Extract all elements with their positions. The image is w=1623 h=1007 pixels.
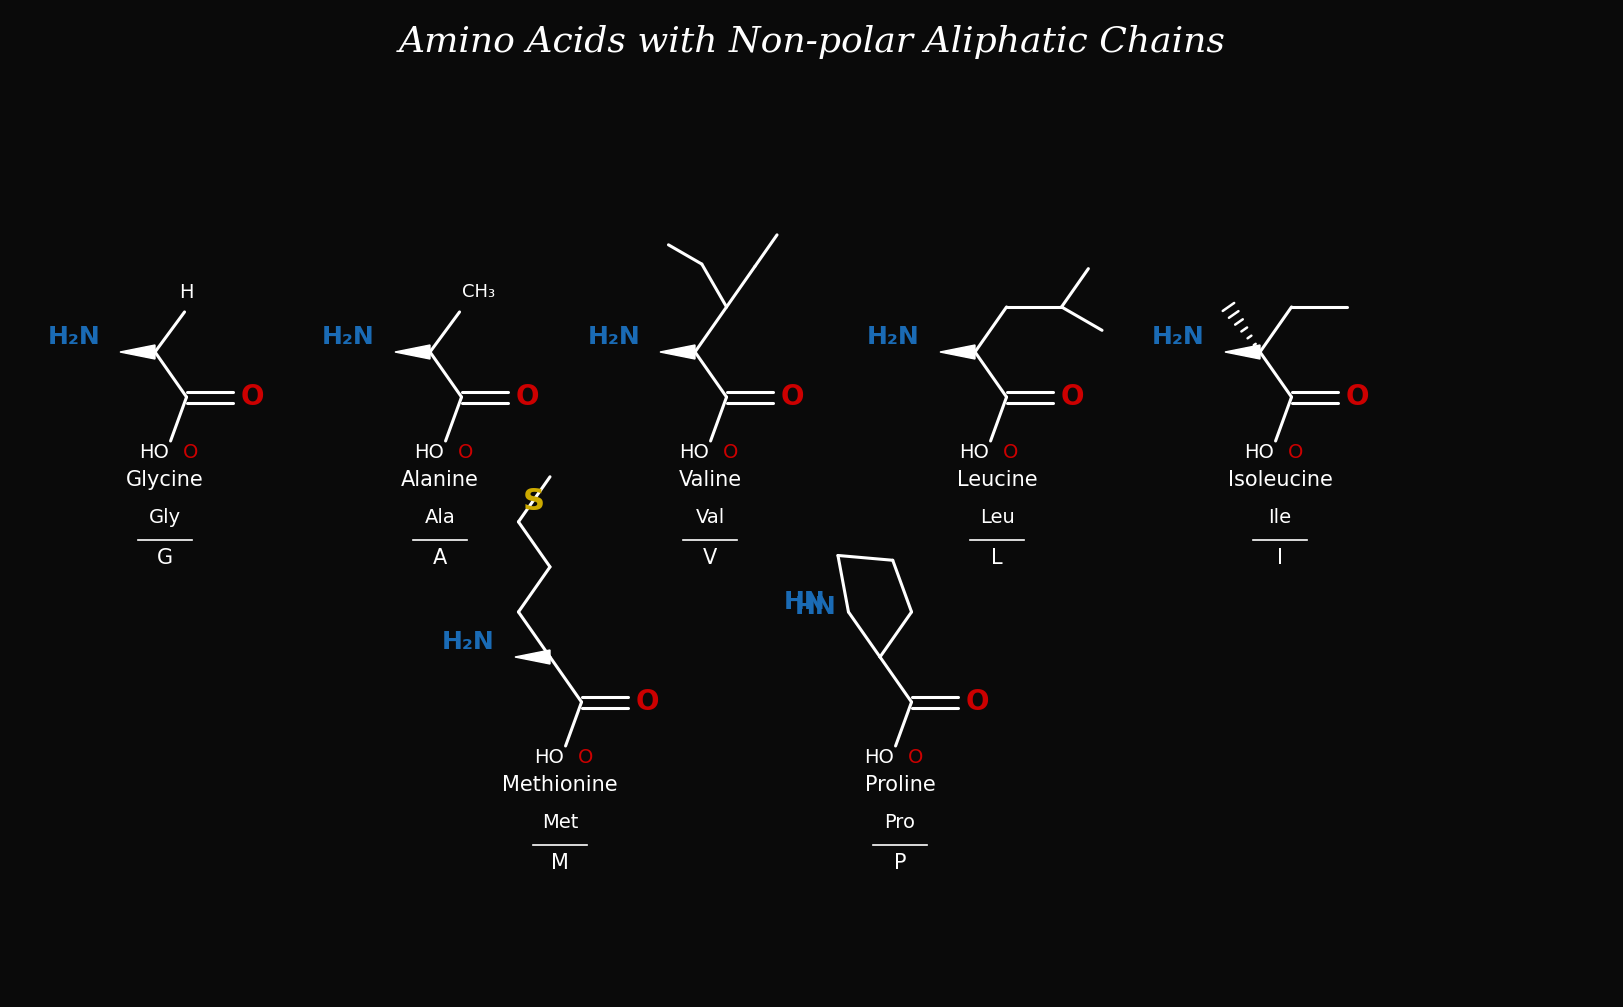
Polygon shape	[940, 345, 974, 359]
Text: Valine: Valine	[678, 470, 742, 490]
Text: H₂N: H₂N	[1152, 325, 1204, 349]
Text: O: O	[514, 383, 539, 411]
Text: HN: HN	[794, 595, 836, 619]
Text: G: G	[157, 548, 174, 568]
Text: Ile: Ile	[1268, 508, 1290, 527]
Text: O: O	[182, 443, 198, 462]
Text: Proline: Proline	[863, 775, 935, 795]
Text: HO: HO	[1243, 443, 1272, 462]
Text: HO: HO	[414, 443, 443, 462]
Text: HO: HO	[678, 443, 708, 462]
Text: H₂N: H₂N	[321, 325, 375, 349]
Text: O: O	[964, 688, 988, 716]
Text: H: H	[179, 283, 193, 302]
Polygon shape	[1224, 345, 1259, 359]
Text: Amino Acids with Non-polar Aliphatic Chains: Amino Acids with Non-polar Aliphatic Cha…	[398, 25, 1225, 59]
Text: Isoleucine: Isoleucine	[1227, 470, 1331, 490]
Text: Glycine: Glycine	[127, 470, 204, 490]
Text: HO: HO	[958, 443, 988, 462]
Text: O: O	[907, 748, 922, 767]
Text: M: M	[550, 853, 568, 873]
Text: Gly: Gly	[149, 508, 180, 527]
Text: O: O	[779, 383, 803, 411]
Text: O: O	[1060, 383, 1083, 411]
Text: O: O	[1001, 443, 1018, 462]
Text: O: O	[240, 383, 263, 411]
Polygon shape	[659, 345, 695, 359]
Text: O: O	[722, 443, 737, 462]
Text: HO: HO	[138, 443, 169, 462]
Text: HO: HO	[534, 748, 563, 767]
Text: H₂N: H₂N	[441, 630, 495, 654]
Text: H₂N: H₂N	[47, 325, 101, 349]
Text: S: S	[523, 486, 544, 516]
Text: I: I	[1276, 548, 1282, 568]
Text: Methionine: Methionine	[502, 775, 617, 795]
Text: Ala: Ala	[424, 508, 454, 527]
Text: Leu: Leu	[979, 508, 1014, 527]
Text: O: O	[1287, 443, 1302, 462]
Text: O: O	[1344, 383, 1368, 411]
Text: Alanine: Alanine	[401, 470, 479, 490]
Text: H₂N: H₂N	[588, 325, 639, 349]
Text: A: A	[433, 548, 446, 568]
Text: L: L	[990, 548, 1001, 568]
Text: V: V	[703, 548, 717, 568]
Text: O: O	[578, 748, 592, 767]
Polygon shape	[394, 345, 430, 359]
Text: CH₃: CH₃	[461, 283, 495, 301]
Polygon shape	[120, 345, 154, 359]
Text: HN: HN	[782, 590, 824, 614]
Text: P: P	[893, 853, 906, 873]
Text: H₂N: H₂N	[867, 325, 920, 349]
Text: Leucine: Leucine	[956, 470, 1037, 490]
Text: Met: Met	[542, 813, 578, 832]
Text: O: O	[458, 443, 472, 462]
Text: O: O	[635, 688, 659, 716]
Text: HO: HO	[863, 748, 893, 767]
Text: Val: Val	[695, 508, 724, 527]
Polygon shape	[514, 650, 550, 664]
Text: Pro: Pro	[885, 813, 915, 832]
